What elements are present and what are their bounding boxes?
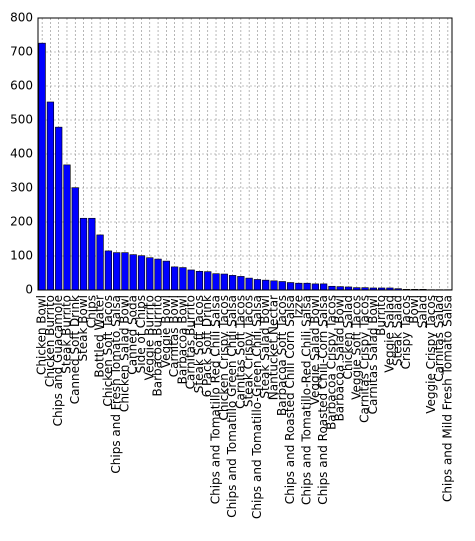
y-tick-label: 0	[25, 283, 33, 297]
x-tick-label: Chips and Mild Fresh Tomato Salsa	[440, 295, 454, 502]
bar	[97, 235, 104, 290]
bar	[113, 253, 120, 290]
bar	[89, 218, 96, 290]
bar	[138, 256, 145, 290]
y-tick-label: 200	[10, 215, 33, 229]
y-tick-label: 300	[10, 181, 33, 195]
bar	[229, 275, 236, 290]
y-tick-label: 700	[10, 45, 33, 59]
y-tick-label: 100	[10, 249, 33, 263]
bar	[312, 284, 319, 290]
bar	[105, 251, 112, 290]
bar	[163, 261, 170, 290]
x-tick-label: Chips and Roasted Chili Corn Salsa	[283, 295, 297, 504]
bar	[320, 284, 327, 290]
bar	[130, 255, 137, 290]
bar	[155, 259, 162, 290]
bar	[254, 279, 261, 290]
y-tick-label: 500	[10, 113, 33, 127]
bar	[180, 268, 187, 290]
bar	[279, 282, 286, 291]
y-tick-label: 400	[10, 147, 33, 161]
bar	[146, 258, 153, 290]
bar	[221, 274, 228, 290]
bar	[329, 286, 336, 290]
bar	[262, 280, 269, 290]
bar	[196, 271, 203, 290]
y-tick-label: 800	[10, 11, 33, 25]
bar	[55, 127, 62, 290]
bar	[213, 274, 220, 290]
bar	[238, 276, 245, 290]
bar	[122, 253, 129, 290]
bar	[287, 283, 294, 290]
bar	[80, 218, 87, 290]
bar	[47, 102, 54, 290]
bar	[271, 281, 278, 290]
bar	[296, 283, 303, 290]
bar	[72, 188, 79, 290]
bar	[246, 278, 253, 290]
bar	[171, 267, 178, 290]
bar	[39, 43, 46, 290]
bar	[337, 287, 344, 290]
bar	[188, 270, 195, 290]
bar	[304, 283, 311, 290]
bar	[204, 272, 211, 290]
bar	[64, 165, 71, 290]
y-tick-label: 600	[10, 79, 33, 93]
